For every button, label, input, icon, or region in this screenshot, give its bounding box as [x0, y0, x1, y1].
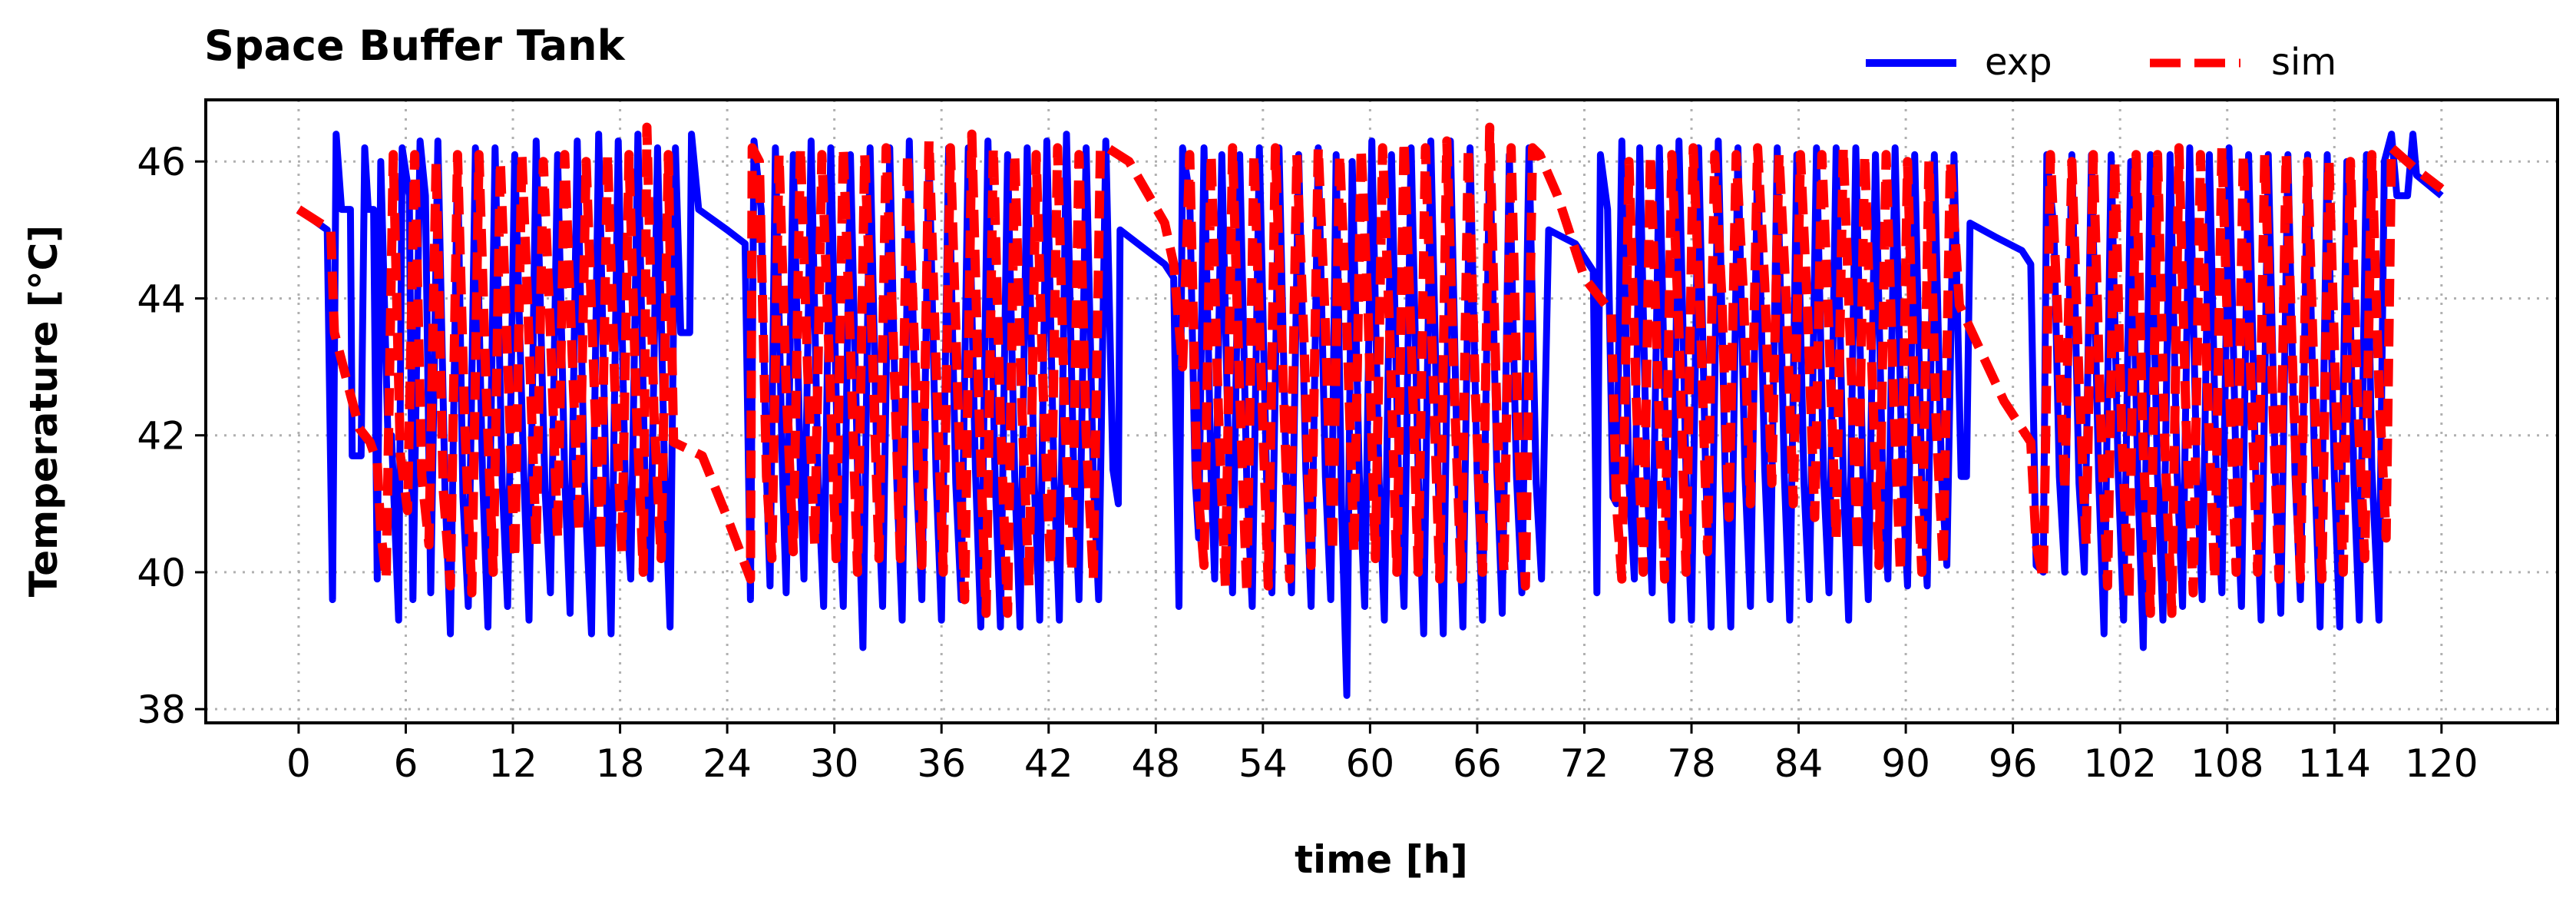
- x-tick-label: 114: [2298, 741, 2371, 786]
- y-axis-label: Temperature [°C]: [21, 225, 66, 597]
- legend-label-exp: exp: [1985, 41, 2052, 84]
- y-tick-label: 44: [137, 277, 186, 321]
- y-tick-label: 42: [137, 414, 186, 459]
- x-tick-label: 54: [1238, 741, 1288, 786]
- x-axis: 0 6 12 18 24 30 36 42 48 54 60 66 72 78 84 90 96 102 108 11…: [286, 723, 2478, 786]
- y-axis: 38 40 42 44 46: [137, 140, 206, 732]
- chart-title: Space Buffer Tank: [204, 22, 626, 70]
- x-tick-label: 60: [1346, 741, 1395, 786]
- series-line-sim: [296, 122, 2445, 618]
- x-tick-label: 42: [1024, 741, 1073, 786]
- x-tick-label: 96: [1989, 741, 2038, 786]
- y-tick-label: 40: [137, 551, 186, 595]
- y-tick-label: 38: [137, 688, 186, 732]
- legend: exp sim: [1866, 41, 2336, 84]
- x-tick-label: 18: [596, 741, 645, 786]
- x-tick-label: 90: [1881, 741, 1930, 786]
- x-tick-label: 30: [810, 741, 859, 786]
- x-tick-label: 108: [2191, 741, 2264, 786]
- x-tick-label: 0: [286, 741, 311, 786]
- x-tick-label: 48: [1131, 741, 1180, 786]
- x-tick-label: 72: [1560, 741, 1609, 786]
- x-tick-label: 36: [917, 741, 966, 786]
- x-tick-label: 102: [2083, 741, 2156, 786]
- x-tick-label: 84: [1774, 741, 1824, 786]
- plot-frame: [204, 98, 2559, 724]
- x-tick-label: 66: [1453, 741, 1502, 786]
- x-tick-label: 120: [2405, 741, 2478, 786]
- x-tick-label: 12: [488, 741, 537, 786]
- legend-label-sim: sim: [2271, 41, 2336, 84]
- x-axis-label: time [h]: [1295, 837, 1468, 882]
- x-tick-label: 24: [703, 741, 752, 786]
- y-tick-label: 46: [137, 140, 186, 184]
- x-tick-label: 6: [394, 741, 418, 786]
- x-tick-label: 78: [1667, 741, 1716, 786]
- series-layer: [296, 122, 2445, 699]
